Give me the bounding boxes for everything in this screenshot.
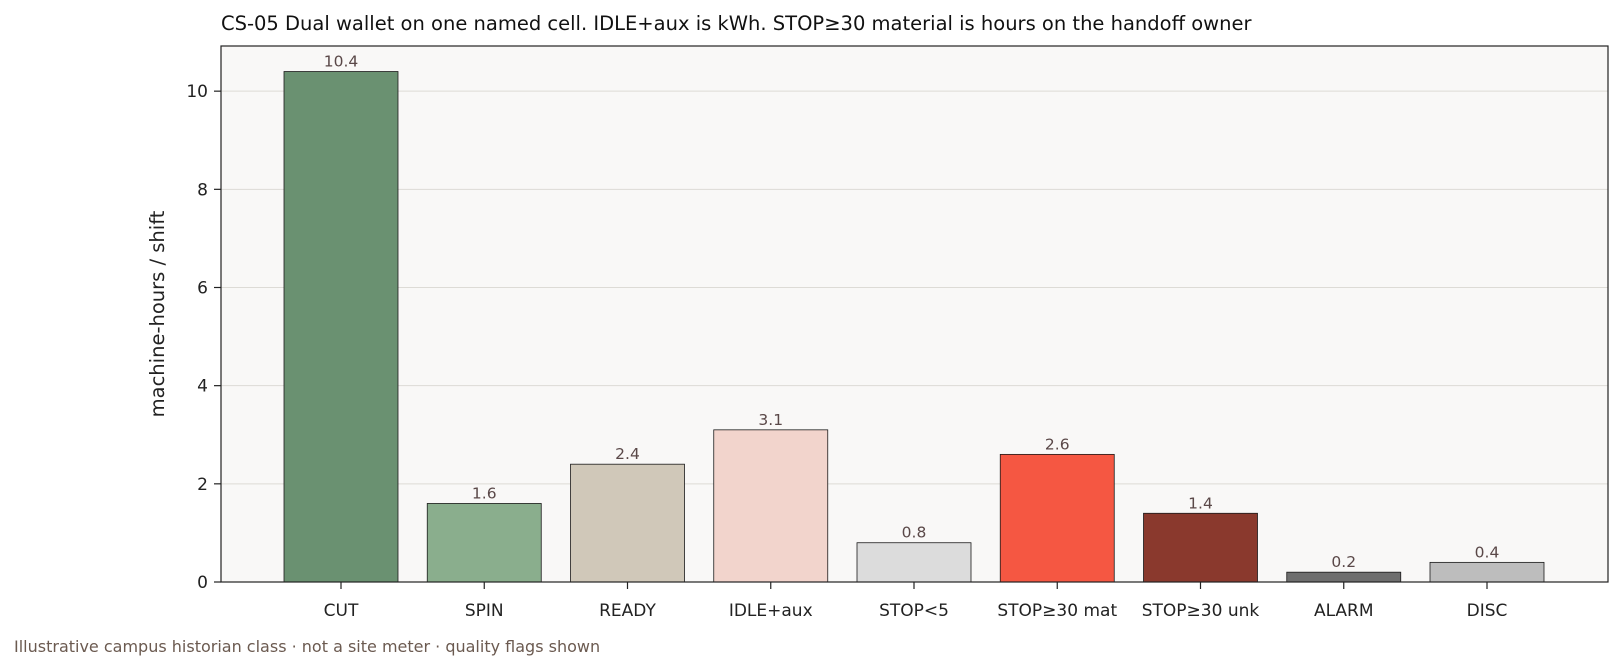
value-label-ready: 2.4 <box>615 445 640 463</box>
x-tick-label-stopge30-unk: STOP≥30 unk <box>1142 601 1260 621</box>
value-label-stopge30-mat: 2.6 <box>1045 435 1070 453</box>
footnote: Illustrative campus historian class · no… <box>14 637 600 656</box>
x-tick-label-ready: READY <box>599 601 656 621</box>
value-label-stopge30-unk: 1.4 <box>1188 494 1213 512</box>
x-tick-label-disc: DISC <box>1467 601 1508 621</box>
y-axis-label: machine-hours / shift <box>146 210 169 417</box>
plot-area <box>221 46 1608 582</box>
x-axis: CUT SPIN READY IDLE+aux STOP<5 STOP≥30 mat STO… <box>324 582 1508 621</box>
x-tick-label-spin: SPIN <box>465 601 504 621</box>
bar-stoplt5 <box>856 542 972 583</box>
value-label-alarm: 0.2 <box>1331 553 1356 571</box>
x-tick-label-alarm: ALARM <box>1314 601 1374 621</box>
y-tick-label: 8 <box>197 180 208 200</box>
bars <box>283 71 1545 583</box>
bar-alarm <box>1286 571 1402 583</box>
value-label-cut: 10.4 <box>324 53 359 71</box>
bar-ready <box>570 463 685 583</box>
value-label-idle-plus-aux: 3.1 <box>758 411 783 429</box>
value-labels: 10.4 1.6 2.4 3.1 0.8 2.6 1.4 0.2 0.4 <box>324 53 1500 572</box>
bar-idle-plus-aux <box>713 429 829 583</box>
value-label-disc: 0.4 <box>1475 543 1500 561</box>
y-tick-label: 0 <box>197 573 208 593</box>
y-tick-label: 6 <box>197 278 208 298</box>
bar-disc <box>1429 561 1545 583</box>
bar-cut <box>283 71 399 583</box>
x-tick-label-stoplt5: STOP<5 <box>879 601 949 621</box>
bar-stopge30-mat <box>999 453 1115 583</box>
x-tick-label-idle-plus-aux: IDLE+aux <box>729 601 813 621</box>
bar-stopge30-unk <box>1143 512 1258 583</box>
bar-spin <box>426 503 542 583</box>
x-tick-label-cut: CUT <box>324 601 359 621</box>
y-tick-label: 2 <box>197 475 208 495</box>
chart-title: CS-05 Dual wallet on one named cell. IDL… <box>221 12 1252 35</box>
x-tick-label-stopge30-mat: STOP≥30 mat <box>997 601 1117 621</box>
y-tick-label: 10 <box>186 82 208 102</box>
grid-lines <box>221 90 1608 485</box>
y-axis: 0 2 4 6 8 10 <box>186 82 221 593</box>
value-label-stoplt5: 0.8 <box>902 524 927 542</box>
value-label-spin: 1.6 <box>472 484 497 502</box>
y-tick-label: 4 <box>197 377 208 397</box>
